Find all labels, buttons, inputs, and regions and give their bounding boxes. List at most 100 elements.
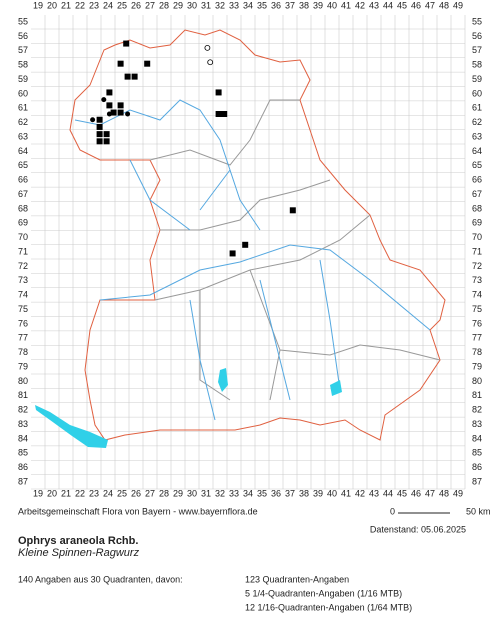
row-label: 81 <box>472 390 482 400</box>
record-circle <box>90 117 96 123</box>
column-label: 32 <box>215 488 225 498</box>
row-label: 87 <box>18 476 28 486</box>
row-label: 55 <box>472 16 482 26</box>
column-label: 37 <box>285 488 295 498</box>
column-label: 42 <box>355 0 365 10</box>
scale-end: 50 km <box>466 506 491 516</box>
row-label: 68 <box>18 203 28 213</box>
column-label: 20 <box>47 0 57 10</box>
row-label: 58 <box>472 60 482 70</box>
row-label: 80 <box>18 376 28 386</box>
summary-item: 123 Quadranten-Angaben <box>245 574 349 584</box>
column-label: 49 <box>453 0 463 10</box>
row-label: 64 <box>472 146 482 156</box>
row-label: 74 <box>18 290 28 300</box>
summary-total: 140 Angaben aus 30 Quadranten, davon: <box>18 574 183 584</box>
row-label: 78 <box>472 347 482 357</box>
column-label: 43 <box>369 488 379 498</box>
column-label: 23 <box>89 488 99 498</box>
row-label: 82 <box>472 405 482 415</box>
column-label: 36 <box>271 488 281 498</box>
column-label: 29 <box>173 488 183 498</box>
column-label: 19 <box>33 488 43 498</box>
row-label: 62 <box>472 117 482 127</box>
record-circle <box>101 97 107 103</box>
row-label: 85 <box>472 448 482 458</box>
species-name: Ophrys araneola Rchb. <box>18 535 138 547</box>
column-label: 23 <box>89 0 99 10</box>
row-label: 87 <box>472 476 482 486</box>
row-label: 61 <box>472 103 482 113</box>
column-label: 38 <box>299 488 309 498</box>
row-label: 77 <box>472 333 482 343</box>
credit: Arbeitsgemeinschaft Flora von Bayern - w… <box>18 506 258 516</box>
row-label: 84 <box>472 433 482 443</box>
column-label: 27 <box>145 0 155 10</box>
row-label: 74 <box>472 290 482 300</box>
row-label: 66 <box>18 175 28 185</box>
column-label: 27 <box>145 488 155 498</box>
row-label: 60 <box>18 88 28 98</box>
record-square <box>117 102 124 109</box>
record-square <box>117 109 124 116</box>
row-label: 56 <box>18 31 28 41</box>
row-label: 71 <box>18 246 28 256</box>
column-label: 24 <box>103 488 113 498</box>
column-label: 24 <box>103 0 113 10</box>
summary-item: 5 1/4-Quadranten-Angaben (1/16 MTB) <box>245 588 402 598</box>
scale-start: 0 <box>390 506 395 516</box>
row-label: 63 <box>18 131 28 141</box>
row-label: 72 <box>472 261 482 271</box>
row-label: 71 <box>472 246 482 256</box>
row-label: 55 <box>18 16 28 26</box>
column-label: 21 <box>61 488 71 498</box>
column-label: 29 <box>173 0 183 10</box>
row-label: 85 <box>18 448 28 458</box>
row-label: 78 <box>18 347 28 357</box>
record-square <box>96 131 103 138</box>
column-label: 22 <box>75 0 85 10</box>
row-label: 69 <box>472 218 482 228</box>
record-square <box>96 138 103 145</box>
column-label: 37 <box>285 0 295 10</box>
column-label: 34 <box>243 488 253 498</box>
column-label: 25 <box>117 0 127 10</box>
row-label: 70 <box>18 232 28 242</box>
column-label: 45 <box>397 488 407 498</box>
column-label: 30 <box>187 0 197 10</box>
row-label: 59 <box>472 74 482 84</box>
row-label: 65 <box>472 160 482 170</box>
record-square <box>106 89 113 96</box>
column-label: 42 <box>355 488 365 498</box>
record-square <box>215 89 222 96</box>
row-label: 83 <box>18 419 28 429</box>
row-label: 59 <box>18 74 28 84</box>
row-label: 63 <box>472 131 482 141</box>
common-name: Kleine Spinnen-Ragwurz <box>18 547 140 559</box>
column-label: 19 <box>33 0 43 10</box>
row-label: 76 <box>472 318 482 328</box>
column-label: 48 <box>439 0 449 10</box>
record-square <box>131 73 138 80</box>
row-label: 79 <box>472 361 482 371</box>
row-label: 56 <box>472 31 482 41</box>
column-label: 47 <box>425 0 435 10</box>
row-label: 70 <box>472 232 482 242</box>
row-label: 68 <box>472 203 482 213</box>
record-square <box>289 207 296 214</box>
row-label: 77 <box>18 333 28 343</box>
row-label: 82 <box>18 405 28 415</box>
row-label: 69 <box>18 218 28 228</box>
record-square <box>110 109 117 116</box>
column-label: 40 <box>327 0 337 10</box>
row-label: 67 <box>472 189 482 199</box>
record-square <box>117 60 124 67</box>
record-square <box>103 131 110 138</box>
row-label: 75 <box>472 304 482 314</box>
column-label: 43 <box>369 0 379 10</box>
column-label: 35 <box>257 0 267 10</box>
column-label: 39 <box>313 0 323 10</box>
row-label: 58 <box>18 60 28 70</box>
record-square <box>229 250 236 257</box>
column-label: 31 <box>201 0 211 10</box>
